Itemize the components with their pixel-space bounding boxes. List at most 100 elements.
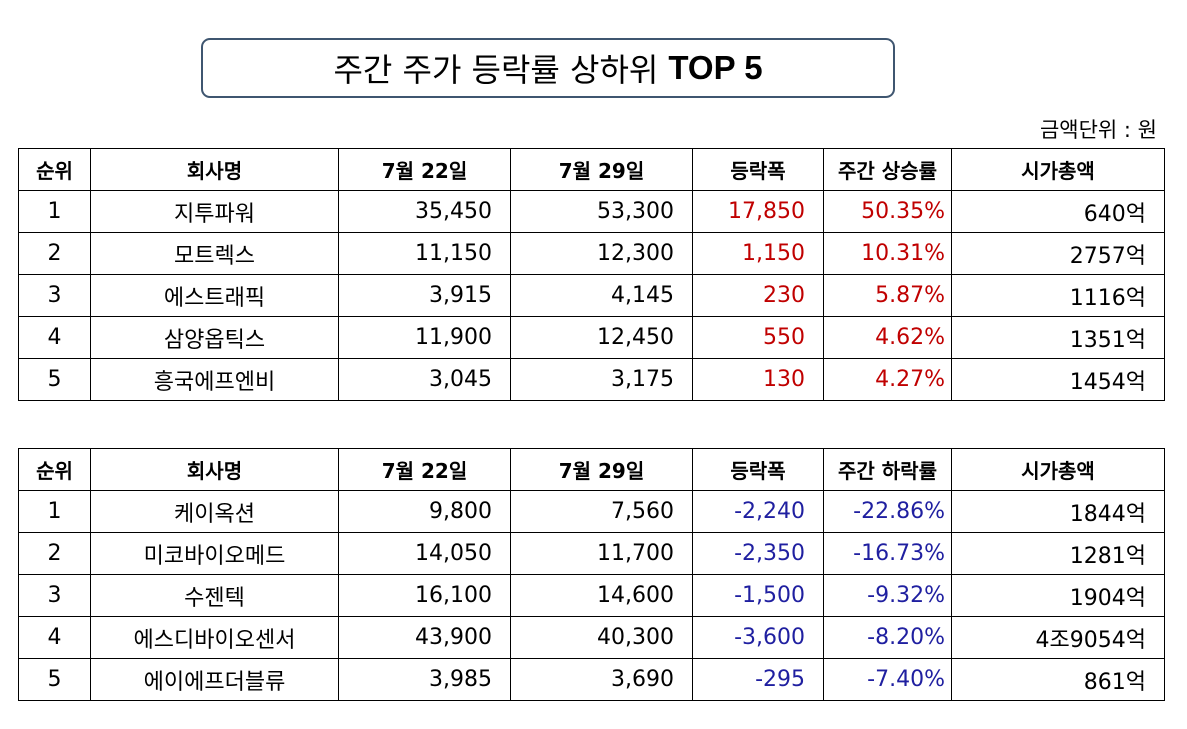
cell-company: 수젠텍 bbox=[90, 574, 339, 617]
cell-change-rate: -9.32% bbox=[823, 574, 952, 617]
cell-company: 에스트래픽 bbox=[90, 274, 339, 317]
cell-company: 미코바이오메드 bbox=[90, 532, 339, 575]
table-row: 5 에이에프더블류 3,985 3,690 -295 -7.40% 861억 bbox=[18, 658, 1165, 701]
table-row: 1 지투파워 35,450 53,300 17,850 50.35% 640억 bbox=[18, 190, 1165, 233]
cell-market-cap: 4조9054억 bbox=[951, 616, 1165, 659]
header-price-jul29: 7월 29일 bbox=[510, 148, 693, 191]
cell-change: 230 bbox=[692, 274, 824, 317]
header-row: 순위 회사명 7월 22일 7월 29일 등락폭 주간 상승률 시가총액 bbox=[18, 148, 1165, 191]
header-price-jul29: 7월 29일 bbox=[510, 448, 693, 491]
table-row: 2 미코바이오메드 14,050 11,700 -2,350 -16.73% 1281억 bbox=[18, 532, 1165, 575]
cell-price-jul29: 3,690 bbox=[510, 658, 693, 701]
cell-market-cap: 861억 bbox=[951, 658, 1165, 701]
cell-market-cap: 1281억 bbox=[951, 532, 1165, 575]
cell-price-jul22: 9,800 bbox=[338, 490, 511, 533]
cell-market-cap: 1904억 bbox=[951, 574, 1165, 617]
table-row: 4 에스디바이오센서 43,900 40,300 -3,600 -8.20% 4조9054억 bbox=[18, 616, 1165, 659]
cell-price-jul22: 16,100 bbox=[338, 574, 511, 617]
page-title: 주간 주가 등락률 상하위 TOP 5 bbox=[201, 38, 895, 98]
header-company: 회사명 bbox=[90, 448, 339, 491]
cell-rank: 1 bbox=[18, 490, 91, 533]
cell-rank: 2 bbox=[18, 532, 91, 575]
cell-change-rate: -16.73% bbox=[823, 532, 952, 575]
header-rank: 순위 bbox=[18, 148, 91, 191]
cell-rank: 4 bbox=[18, 316, 91, 359]
cell-market-cap: 640억 bbox=[951, 190, 1165, 233]
cell-change-rate: 50.35% bbox=[823, 190, 952, 233]
cell-change-rate: 4.27% bbox=[823, 358, 952, 401]
cell-company: 모트렉스 bbox=[90, 232, 339, 275]
cell-change: 1,150 bbox=[692, 232, 824, 275]
cell-rank: 5 bbox=[18, 358, 91, 401]
cell-price-jul22: 11,150 bbox=[338, 232, 511, 275]
header-rank: 순위 bbox=[18, 448, 91, 491]
cell-change-rate: 4.62% bbox=[823, 316, 952, 359]
cell-change: 17,850 bbox=[692, 190, 824, 233]
unit-label: 금액단위 : 원 bbox=[1039, 118, 1157, 142]
cell-change: -3,600 bbox=[692, 616, 824, 659]
cell-price-jul29: 4,145 bbox=[510, 274, 693, 317]
cell-rank: 5 bbox=[18, 658, 91, 701]
header-market-cap: 시가총액 bbox=[951, 448, 1165, 491]
gainers-table: 순위 회사명 7월 22일 7월 29일 등락폭 주간 상승률 시가총액 1 지투파워 35,4… bbox=[18, 148, 1165, 401]
cell-price-jul29: 12,450 bbox=[510, 316, 693, 359]
table-row: 5 흥국에프엔비 3,045 3,175 130 4.27% 1454억 bbox=[18, 358, 1165, 401]
header-market-cap: 시가총액 bbox=[951, 148, 1165, 191]
cell-rank: 4 bbox=[18, 616, 91, 659]
cell-price-jul22: 3,985 bbox=[338, 658, 511, 701]
header-price-jul22: 7월 22일 bbox=[338, 148, 511, 191]
title-top5: TOP 5 bbox=[668, 49, 763, 86]
cell-company: 에이에프더블류 bbox=[90, 658, 339, 701]
header-row: 순위 회사명 7월 22일 7월 29일 등락폭 주간 하락률 시가총액 bbox=[18, 448, 1165, 491]
cell-price-jul29: 12,300 bbox=[510, 232, 693, 275]
cell-price-jul22: 11,900 bbox=[338, 316, 511, 359]
cell-price-jul29: 53,300 bbox=[510, 190, 693, 233]
cell-change-rate: 10.31% bbox=[823, 232, 952, 275]
header-change-rate: 주간 상승률 bbox=[823, 148, 952, 191]
table-row: 3 에스트래픽 3,915 4,145 230 5.87% 1116억 bbox=[18, 274, 1165, 317]
table-row: 1 케이옥션 9,800 7,560 -2,240 -22.86% 1844억 bbox=[18, 490, 1165, 533]
cell-company: 에스디바이오센서 bbox=[90, 616, 339, 659]
cell-price-jul29: 7,560 bbox=[510, 490, 693, 533]
cell-price-jul22: 3,045 bbox=[338, 358, 511, 401]
cell-change: 130 bbox=[692, 358, 824, 401]
losers-table: 순위 회사명 7월 22일 7월 29일 등락폭 주간 하락률 시가총액 1 케이옥션 9,80… bbox=[18, 448, 1165, 701]
table-row: 3 수젠텍 16,100 14,600 -1,500 -9.32% 1904억 bbox=[18, 574, 1165, 617]
cell-market-cap: 1351억 bbox=[951, 316, 1165, 359]
cell-change: -2,240 bbox=[692, 490, 824, 533]
header-change-rate: 주간 하락률 bbox=[823, 448, 952, 491]
header-price-jul22: 7월 22일 bbox=[338, 448, 511, 491]
cell-company: 지투파워 bbox=[90, 190, 339, 233]
header-change: 등락폭 bbox=[692, 148, 824, 191]
cell-change-rate: -7.40% bbox=[823, 658, 952, 701]
cell-rank: 1 bbox=[18, 190, 91, 233]
cell-price-jul22: 3,915 bbox=[338, 274, 511, 317]
cell-rank: 3 bbox=[18, 574, 91, 617]
cell-rank: 2 bbox=[18, 232, 91, 275]
cell-market-cap: 1844억 bbox=[951, 490, 1165, 533]
cell-change-rate: -8.20% bbox=[823, 616, 952, 659]
cell-change: -2,350 bbox=[692, 532, 824, 575]
cell-price-jul22: 43,900 bbox=[338, 616, 511, 659]
cell-price-jul29: 14,600 bbox=[510, 574, 693, 617]
cell-market-cap: 1454억 bbox=[951, 358, 1165, 401]
cell-company: 케이옥션 bbox=[90, 490, 339, 533]
cell-price-jul22: 35,450 bbox=[338, 190, 511, 233]
cell-change-rate: 5.87% bbox=[823, 274, 952, 317]
cell-price-jul29: 3,175 bbox=[510, 358, 693, 401]
cell-company: 삼양옵틱스 bbox=[90, 316, 339, 359]
title-main: 주간 주가 등락률 상하위 bbox=[333, 51, 659, 89]
cell-change: -1,500 bbox=[692, 574, 824, 617]
cell-market-cap: 2757억 bbox=[951, 232, 1165, 275]
cell-price-jul22: 14,050 bbox=[338, 532, 511, 575]
cell-rank: 3 bbox=[18, 274, 91, 317]
cell-price-jul29: 11,700 bbox=[510, 532, 693, 575]
cell-change: -295 bbox=[692, 658, 824, 701]
cell-change-rate: -22.86% bbox=[823, 490, 952, 533]
cell-change: 550 bbox=[692, 316, 824, 359]
cell-market-cap: 1116억 bbox=[951, 274, 1165, 317]
table-row: 4 삼양옵틱스 11,900 12,450 550 4.62% 1351억 bbox=[18, 316, 1165, 359]
cell-price-jul29: 40,300 bbox=[510, 616, 693, 659]
header-company: 회사명 bbox=[90, 148, 339, 191]
table-row: 2 모트렉스 11,150 12,300 1,150 10.31% 2757억 bbox=[18, 232, 1165, 275]
